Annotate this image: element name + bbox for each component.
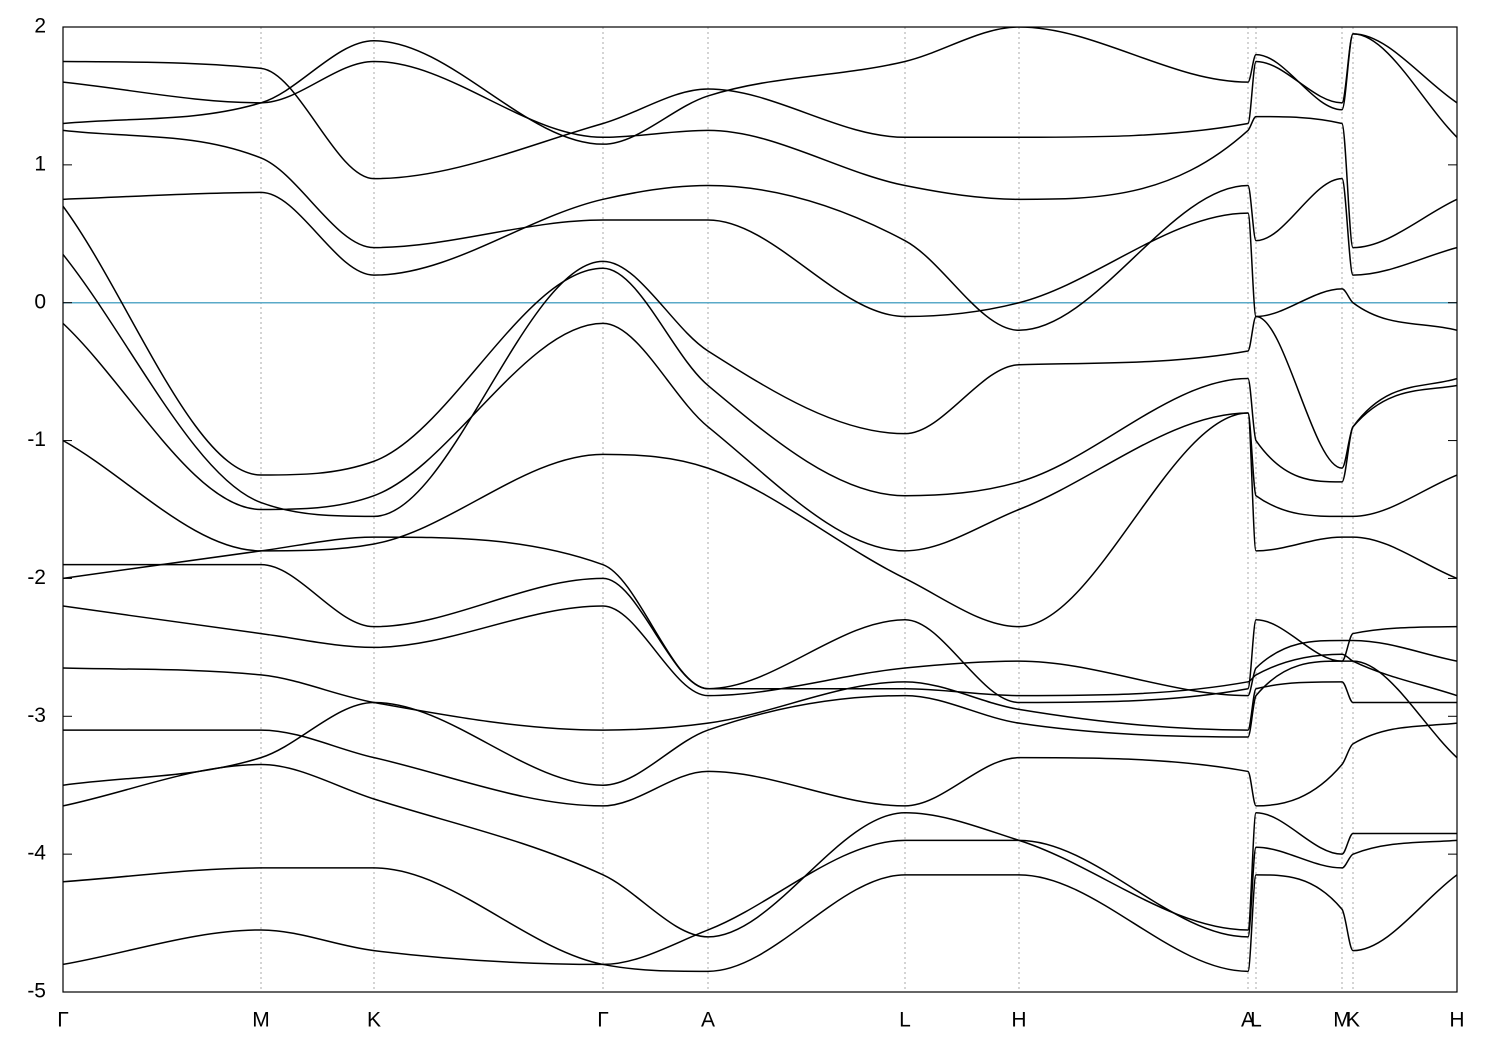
y-tick-label: 2 — [34, 15, 46, 38]
x-tick-label: A — [1241, 1009, 1255, 1032]
plot-frame — [62, 26, 1458, 993]
x-tick-label: K — [1346, 1009, 1360, 1032]
x-tick-label: Γ — [597, 1009, 609, 1032]
y-tick-label: -3 — [27, 704, 46, 727]
band-line — [63, 129, 1457, 332]
x-tick-label: M — [1333, 1009, 1351, 1032]
x-tick-label: Γ — [57, 1009, 69, 1032]
y-tick-label: -4 — [27, 842, 46, 865]
x-tick-label: H — [1449, 1009, 1464, 1032]
x-tick-label: M — [252, 1009, 270, 1032]
y-tick-label: 1 — [34, 152, 46, 175]
band-line — [63, 412, 1457, 628]
x-tick-label: L — [899, 1009, 911, 1032]
y-tick-label: -2 — [27, 566, 46, 589]
band-line — [63, 660, 1457, 786]
band-line — [63, 253, 1457, 518]
y-tick-label: -1 — [27, 428, 46, 451]
band-line — [63, 536, 1457, 697]
y-tick-label: -5 — [27, 980, 46, 1003]
band-line — [63, 667, 1457, 731]
band-line — [63, 763, 1457, 938]
band-line — [63, 605, 1457, 697]
x-tick-label: A — [701, 1009, 715, 1032]
band-line — [63, 563, 1457, 704]
x-tick-label: H — [1011, 1009, 1026, 1032]
band-line — [63, 322, 1457, 552]
band-line — [63, 722, 1457, 807]
band-line — [63, 867, 1457, 973]
y-tick-label: 0 — [34, 290, 46, 313]
band-line — [63, 33, 1457, 180]
band-line — [63, 205, 1457, 497]
band-line — [63, 27, 1457, 145]
x-tick-label: K — [367, 1009, 381, 1032]
x-tick-label: L — [1250, 1009, 1262, 1032]
band-line — [63, 60, 1457, 249]
band-line — [63, 177, 1457, 332]
bands-layer — [63, 27, 1457, 973]
band-line — [63, 839, 1457, 966]
